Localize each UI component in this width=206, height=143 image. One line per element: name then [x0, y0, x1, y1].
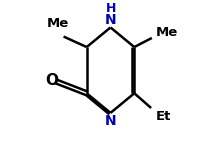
Text: Me: Me	[47, 17, 69, 30]
Text: O: O	[45, 73, 58, 88]
Text: H: H	[105, 2, 116, 15]
Text: Et: Et	[155, 110, 171, 123]
Text: N: N	[105, 114, 116, 128]
Text: Me: Me	[155, 26, 177, 39]
Text: N: N	[105, 13, 116, 27]
